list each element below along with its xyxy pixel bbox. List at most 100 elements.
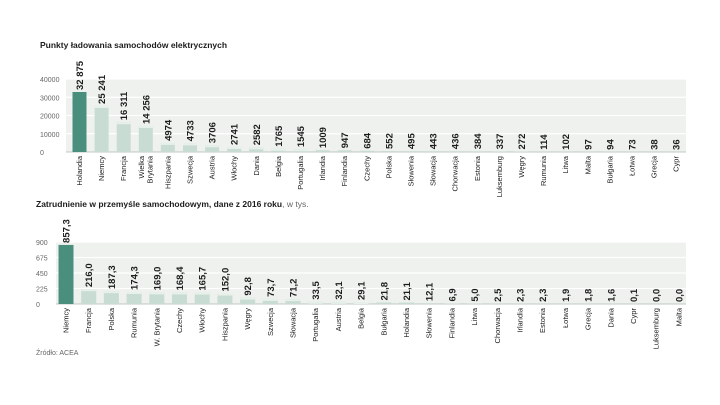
chart2-category-label: Francja: [84, 307, 93, 333]
chart2-value-label: 857,3: [62, 219, 73, 243]
chart1-bar-cap: [94, 105, 109, 108]
chart2-bar: [240, 297, 256, 304]
chart2-value-label: 33,5: [311, 280, 322, 299]
chart1-y-tick-label: 30000: [40, 95, 60, 102]
chart1-bar: [448, 151, 463, 152]
chart1-value-label: 36: [672, 139, 683, 150]
chart1-category-label: Dania: [252, 155, 261, 175]
chart2-category-label: Włochy: [198, 308, 207, 333]
chart2-category-label: Chorwacja: [493, 307, 502, 343]
chart1-value-label: 436: [451, 133, 462, 149]
chart1-value-label: 38: [650, 139, 661, 150]
chart1-category-label: Estonia: [473, 155, 482, 181]
chart1-value-label: 684: [362, 132, 373, 149]
chart2-bar: [126, 291, 142, 304]
chart2-value-label: 1,8: [584, 289, 595, 302]
chart2-value-label: 32,1: [334, 281, 345, 300]
chart2-bar-cap: [126, 291, 142, 294]
chart2-category-label: Finlandia: [447, 307, 456, 338]
chart1-category-label: Chorwacja: [451, 155, 460, 191]
chart2-value-label: 71,2: [289, 279, 300, 298]
chart2-category-label: Łotwa: [561, 307, 570, 328]
chart1-category-label: Polska: [384, 155, 393, 178]
chart1-bar: [138, 125, 153, 152]
chart1-bar: [381, 150, 396, 152]
chart2-category-label: Hiszpania: [220, 307, 229, 341]
chart2-category-label: Polska: [107, 307, 116, 330]
chart2-value-label: 174,3: [130, 266, 141, 290]
chart1-category-label: Litwa: [561, 155, 570, 173]
chart2-bar: [58, 244, 74, 304]
chart1-value-label: 102: [561, 134, 572, 150]
chart1-category-label: Bułgaria: [605, 155, 614, 183]
chart2-bar-cap: [103, 291, 119, 294]
chart1-bar: [94, 105, 109, 152]
chart1-category-label: Irlandia: [318, 155, 327, 180]
chart1-value-label: 443: [429, 133, 440, 149]
chart1-value-label: 4974: [163, 119, 174, 141]
chart1-category-label: Włochy: [230, 156, 239, 181]
chart1-bar-cap: [116, 122, 131, 125]
chart2-bar-cap: [194, 292, 210, 295]
chart2-category-label: Cypr: [629, 308, 638, 324]
chart2-bar: [285, 299, 301, 304]
chart1-value-label: 97: [583, 139, 594, 150]
chart1-bar: [337, 150, 352, 152]
chart1-bar: [359, 150, 374, 152]
chart2-bar-cap: [353, 301, 369, 304]
chart1-title: Punkty ładowania samochodów elektrycznyc…: [40, 40, 228, 50]
chart2-bar: [376, 302, 392, 304]
chart1-category-label: Węgry: [517, 156, 526, 178]
chart1-value-label: 337: [495, 134, 506, 150]
chart2-value-label: 187,3: [107, 265, 118, 289]
chart1-value-label: 1545: [296, 125, 307, 147]
chart2-bar-cap: [149, 292, 165, 295]
chart1-bar-cap: [160, 142, 175, 145]
chart1-value-label: 32 875: [75, 60, 86, 90]
chart2-value-label: 5,0: [470, 288, 481, 301]
chart1-bar: [315, 150, 330, 152]
chart2-value-label: 92,8: [243, 277, 254, 296]
chart1-value-label: 94: [605, 139, 616, 150]
chart1-bar: [492, 151, 507, 152]
chart1-value-label: 1765: [274, 125, 285, 147]
chart1-bar: [470, 151, 485, 152]
chart1-value-label: 495: [407, 133, 418, 150]
chart2-value-label: 21,8: [379, 282, 390, 301]
chart1-value-label: 16 311: [119, 91, 130, 120]
chart1-y-tick-label: 0: [40, 150, 44, 157]
chart2-value-label: 21,1: [402, 281, 413, 300]
chart2-y-tick-label: 900: [36, 240, 48, 247]
chart2-bar-cap: [217, 293, 233, 296]
chart2-value-label: 0,1: [629, 288, 640, 302]
chart1-category-label: Szwecja: [186, 155, 195, 184]
chart1-category-label: Grecja: [650, 155, 659, 178]
chart1-value-label: 3706: [208, 122, 219, 143]
chart1-value-label: 2741: [230, 123, 241, 145]
chart2-value-label: 168,4: [175, 266, 186, 290]
chart2-category-label: Litwa: [470, 307, 479, 325]
chart2-value-label: 152,0: [220, 268, 231, 292]
chart2-category-label: Austria: [334, 307, 343, 331]
chart1-value-label: 25 241: [97, 74, 108, 104]
chart2-value-label: 73,7: [266, 278, 277, 297]
chart1-value-label: 4733: [186, 120, 197, 141]
chart2-title: Zatrudnienie w przemyśle samochodowym, d…: [36, 199, 309, 209]
chart2-category-label: Węgry: [243, 308, 252, 330]
chart2-bar-cap: [172, 292, 187, 295]
chart2-value-label: 169,0: [152, 267, 163, 291]
chart2-value-label: 1,9: [561, 289, 572, 302]
chart1-bar-cap: [271, 148, 286, 151]
chart1-bar: [249, 147, 264, 152]
chart2-category-label: W. Brytania: [152, 307, 161, 346]
chart1-category-label: Malta: [583, 155, 592, 174]
chart2-value-label: 6,9: [447, 288, 458, 301]
chart1-value-label: 384: [473, 133, 484, 150]
chart1-bar: [116, 122, 131, 152]
chart1-category-label: Czechy: [362, 156, 371, 181]
chart2-bar: [217, 293, 233, 304]
chart2-category-label: Szwecja: [266, 307, 275, 336]
chart2-category-label: Słowenia: [425, 307, 434, 338]
chart1-bar-cap: [205, 145, 220, 148]
chart1-category-label: Austria: [208, 155, 217, 179]
